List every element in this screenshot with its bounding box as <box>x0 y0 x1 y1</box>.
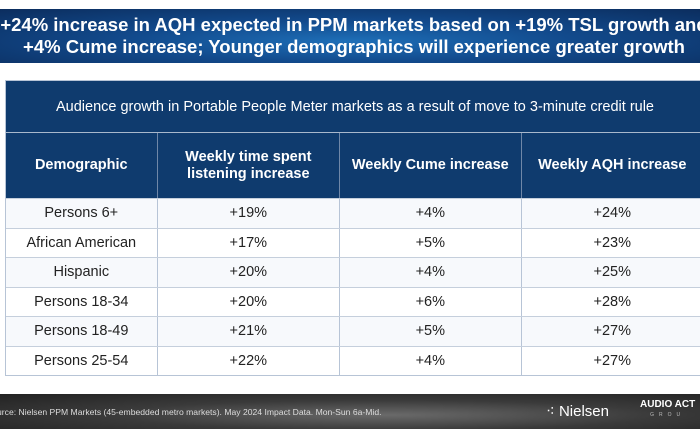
table-cell: +20% <box>158 258 341 287</box>
column-header: Weekly AQH increase <box>522 133 700 198</box>
audience-growth-table: Audience growth in Portable People Meter… <box>5 80 700 376</box>
column-header: Demographic <box>6 133 158 198</box>
table-cell: Hispanic <box>6 258 158 287</box>
table-cell: +20% <box>158 287 341 316</box>
table-cell: +17% <box>158 228 341 257</box>
column-header: Weekly time spent listening increase <box>158 133 341 198</box>
table-cell: Persons 18-49 <box>6 317 158 346</box>
source-note: urce: Nielsen PPM Markets (45-embedded m… <box>0 406 382 417</box>
table-cell: +24% <box>522 199 700 228</box>
table-row: African American +17% +5% +23% <box>6 227 700 258</box>
slide-title: +24% increase in AQH expected in PPM mar… <box>0 9 700 63</box>
table-cell: Persons 6+ <box>6 199 158 228</box>
table-row: Persons 18-34 +20% +6% +28% <box>6 286 700 317</box>
title-line-1: +24% increase in AQH expected in PPM mar… <box>0 14 700 35</box>
table-cell: +23% <box>522 229 700 258</box>
table-header-row: Demographic Weekly time spent listening … <box>6 133 700 198</box>
table-row: Persons 6+ +19% +4% +24% <box>6 198 700 228</box>
table-row: Persons 25-54 +22% +4% +27% <box>6 345 700 376</box>
column-header: Weekly Cume increase <box>340 133 522 198</box>
table-cell: +5% <box>340 228 522 257</box>
table-row: Persons 18-49 +21% +5% +27% <box>6 316 700 346</box>
table-row: Hispanic +20% +4% +25% <box>6 257 700 287</box>
table-cell: +6% <box>340 287 522 316</box>
table-cell: +4% <box>340 199 522 228</box>
table-cell: +21% <box>158 317 341 346</box>
footer-bar: urce: Nielsen PPM Markets (45-embedded m… <box>0 394 700 429</box>
table-cell: Persons 18-34 <box>6 287 158 316</box>
table-caption: Audience growth in Portable People Meter… <box>6 81 700 133</box>
nielsen-logo: ⁖ Nielsen <box>546 403 609 420</box>
table-cell: +22% <box>158 346 341 375</box>
table-cell: +27% <box>522 347 700 376</box>
table-cell: +4% <box>340 346 522 375</box>
table-cell: +28% <box>522 288 700 317</box>
table-cell: African American <box>6 228 158 257</box>
table-cell: Persons 25-54 <box>6 346 158 375</box>
nielsen-mark-icon: ⁖ <box>546 403 559 420</box>
table-cell: +19% <box>158 199 341 228</box>
title-line-2: +4% Cume increase; Younger demographics … <box>23 36 685 57</box>
table-cell: +5% <box>340 317 522 346</box>
table-cell: +4% <box>340 258 522 287</box>
table-cell: +25% <box>522 258 700 287</box>
audio-active-group-logo: AUDIO ACT GROU <box>640 399 696 419</box>
table-cell: +27% <box>522 317 700 346</box>
